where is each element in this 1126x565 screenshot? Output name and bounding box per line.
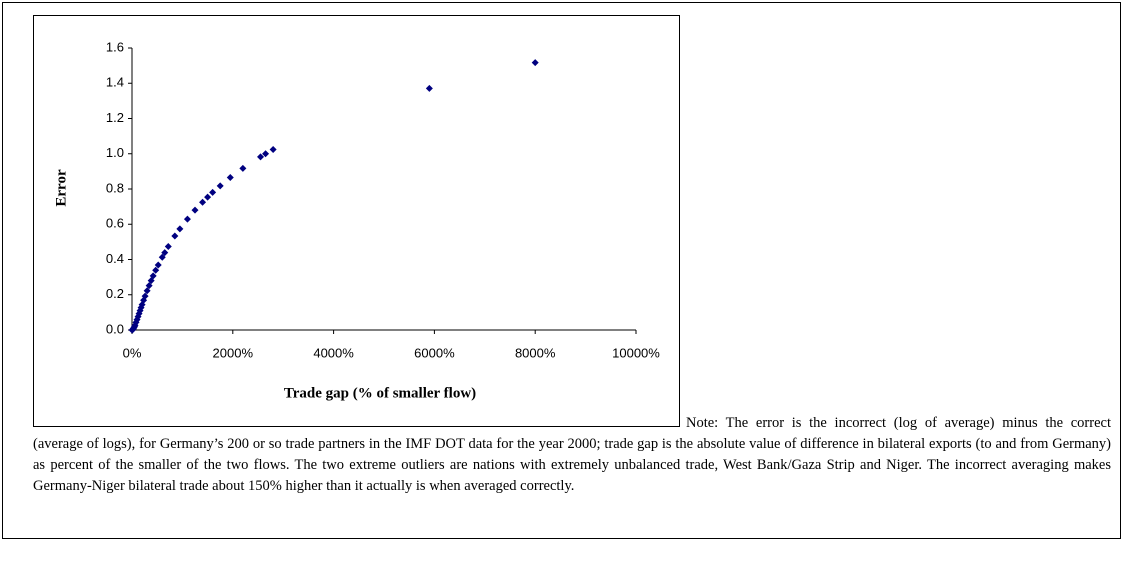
- y-tick-label: 0.0: [106, 321, 124, 336]
- y-tick-label: 1.2: [106, 110, 124, 125]
- point: [171, 232, 179, 240]
- figure: Trade gap (% of smaller flow) Error 0.0 0.2…: [33, 15, 1111, 497]
- x-axis-title: Trade gap (% of smaller flow): [284, 385, 476, 401]
- point: [154, 261, 162, 269]
- y-axis-title: Error: [53, 169, 69, 207]
- x-tick-label: 10000%: [612, 345, 660, 360]
- point: [161, 249, 169, 257]
- point: [226, 174, 234, 182]
- point: [134, 313, 142, 321]
- point: [531, 59, 539, 67]
- y-tick-label: 1.0: [106, 145, 124, 160]
- point: [216, 182, 224, 190]
- point: [149, 272, 157, 280]
- point: [262, 150, 270, 158]
- point: [204, 193, 212, 201]
- page-frame: [2, 2, 1121, 539]
- note: Note: The error is the incorrect (log of…: [33, 415, 1111, 494]
- point: [239, 164, 247, 172]
- point: [269, 146, 277, 154]
- y-tick-label: 1.6: [106, 39, 124, 54]
- point: [425, 84, 433, 92]
- y-tick-label: 0.4: [106, 251, 124, 266]
- point: [199, 198, 207, 206]
- point: [158, 253, 166, 261]
- point: [257, 153, 265, 161]
- point: [183, 215, 191, 223]
- x-tick-label: 2000%: [213, 345, 254, 360]
- chart: Trade gap (% of smaller flow) Error 0.0 0.2…: [33, 15, 680, 427]
- point: [143, 287, 151, 295]
- y-tick-label: 1.4: [106, 75, 124, 90]
- point: [191, 206, 199, 214]
- y-tick-label: 0.2: [106, 286, 124, 301]
- x-tick-label: 0%: [123, 345, 142, 360]
- point: [164, 242, 172, 250]
- point: [140, 296, 148, 304]
- x-tick-label: 4000%: [313, 345, 354, 360]
- point: [209, 188, 217, 196]
- point: [133, 316, 141, 324]
- point: [176, 225, 184, 233]
- y-tick-label: 0.8: [106, 180, 124, 195]
- point: [141, 292, 149, 300]
- chart-frame: [33, 15, 680, 427]
- x-tick-label: 6000%: [414, 345, 455, 360]
- y-tick-label: 0.6: [106, 216, 124, 231]
- point: [147, 277, 155, 285]
- x-tick-label: 8000%: [515, 345, 556, 360]
- point: [152, 266, 160, 274]
